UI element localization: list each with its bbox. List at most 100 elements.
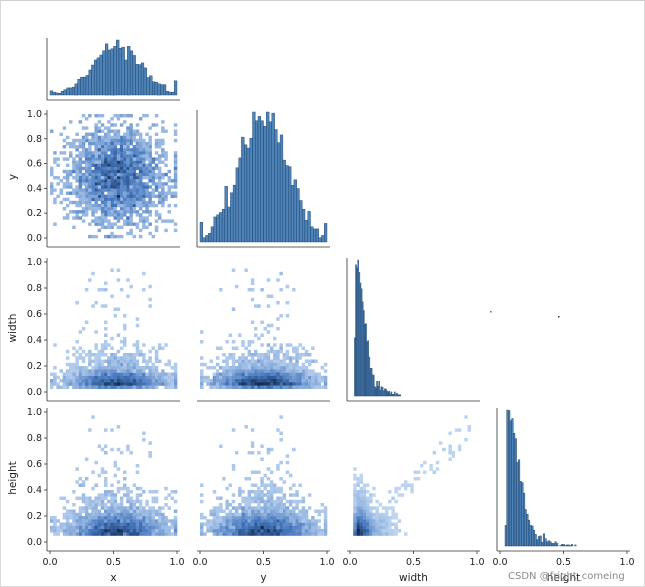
density-cell xyxy=(94,529,98,533)
density-cell xyxy=(62,532,67,536)
density-cell xyxy=(81,179,86,183)
density-cell xyxy=(100,172,105,177)
density-cell xyxy=(432,470,437,474)
density-cell xyxy=(279,431,283,435)
y-tick-label: 1.0 xyxy=(27,257,42,268)
density-cell xyxy=(132,366,137,370)
density-cell xyxy=(75,362,79,367)
density-cell xyxy=(148,525,152,530)
density-cell xyxy=(104,281,108,285)
density-cell xyxy=(250,382,255,386)
density-cell xyxy=(276,278,280,282)
density-cell xyxy=(126,145,130,149)
density-cell xyxy=(263,532,267,536)
density-cell xyxy=(113,185,117,189)
histogram-bar xyxy=(82,76,87,96)
density-cell xyxy=(69,516,73,520)
histogram-bar xyxy=(288,166,292,243)
density-cell xyxy=(113,529,117,533)
density-cell xyxy=(132,522,137,526)
density-cell xyxy=(260,375,264,380)
density-cell xyxy=(276,385,280,389)
density-cell xyxy=(276,327,280,331)
density-cell xyxy=(119,234,124,239)
density-cell xyxy=(391,516,395,520)
density-cell xyxy=(104,234,108,239)
density-cell xyxy=(119,141,124,146)
density-cell xyxy=(123,185,127,189)
density-cell xyxy=(391,532,395,536)
density-cell xyxy=(269,369,274,373)
density-cell xyxy=(62,506,67,510)
density-cell xyxy=(225,366,229,370)
density-cell xyxy=(203,362,207,367)
density-cell xyxy=(65,213,70,217)
density-cell xyxy=(266,522,271,526)
density-cell xyxy=(228,382,233,386)
density-cell xyxy=(78,353,83,357)
density-cell xyxy=(307,372,312,376)
density-cell xyxy=(241,499,245,504)
density-cell xyxy=(135,157,140,161)
density-cell xyxy=(81,375,86,380)
density-cell xyxy=(97,120,102,124)
density-cell xyxy=(84,372,89,376)
density-cell xyxy=(94,188,98,192)
density-cell xyxy=(91,375,95,380)
density-cell xyxy=(104,483,108,487)
histogram-bar xyxy=(107,49,111,96)
density-cell xyxy=(301,529,306,533)
density-cell xyxy=(151,362,156,367)
density-cell xyxy=(97,503,102,507)
density-cell xyxy=(292,519,296,523)
density-cell xyxy=(362,529,367,533)
histogram-bar xyxy=(263,125,267,243)
density-cell xyxy=(53,176,57,180)
density-cell xyxy=(62,126,67,130)
density-cell xyxy=(81,506,86,510)
density-cell xyxy=(126,231,130,236)
density-cell xyxy=(173,194,178,198)
density-cell xyxy=(88,516,92,520)
histogram-bar xyxy=(539,535,542,547)
density-cell xyxy=(113,145,117,149)
density-cell xyxy=(362,522,367,526)
density-cell xyxy=(113,379,117,383)
density-cell xyxy=(238,525,242,530)
density-cell xyxy=(84,496,89,500)
density-cell xyxy=(269,366,274,370)
density-cell xyxy=(94,519,98,523)
density-cell xyxy=(295,499,299,504)
density-cell xyxy=(91,203,95,208)
density-cell xyxy=(135,532,140,536)
density-cell xyxy=(132,525,137,530)
density-cell xyxy=(225,356,229,360)
density-cell xyxy=(97,385,102,389)
density-cell xyxy=(292,382,296,386)
density-cell xyxy=(107,516,111,520)
density-cell xyxy=(113,234,117,239)
density-cell xyxy=(123,483,127,487)
density-cell xyxy=(164,194,168,198)
density-cell xyxy=(448,451,452,455)
density-cell xyxy=(88,519,92,523)
density-cell xyxy=(107,141,111,146)
density-cell xyxy=(234,372,239,376)
density-cell xyxy=(212,529,217,533)
density-cell xyxy=(219,444,223,448)
density-cell xyxy=(50,129,54,133)
density-cell xyxy=(148,359,152,363)
density-cell xyxy=(397,493,402,497)
density-cell xyxy=(219,529,223,533)
density-cell xyxy=(145,185,149,189)
density-cell xyxy=(276,509,280,513)
density-cell xyxy=(154,182,159,186)
density-cell xyxy=(88,512,92,517)
density-cell xyxy=(276,359,280,363)
density-cell xyxy=(104,525,108,530)
density-cell xyxy=(123,191,127,195)
density-cell xyxy=(161,525,165,530)
density-cell xyxy=(88,151,92,155)
density-cell xyxy=(234,366,239,370)
density-cell xyxy=(161,176,165,180)
